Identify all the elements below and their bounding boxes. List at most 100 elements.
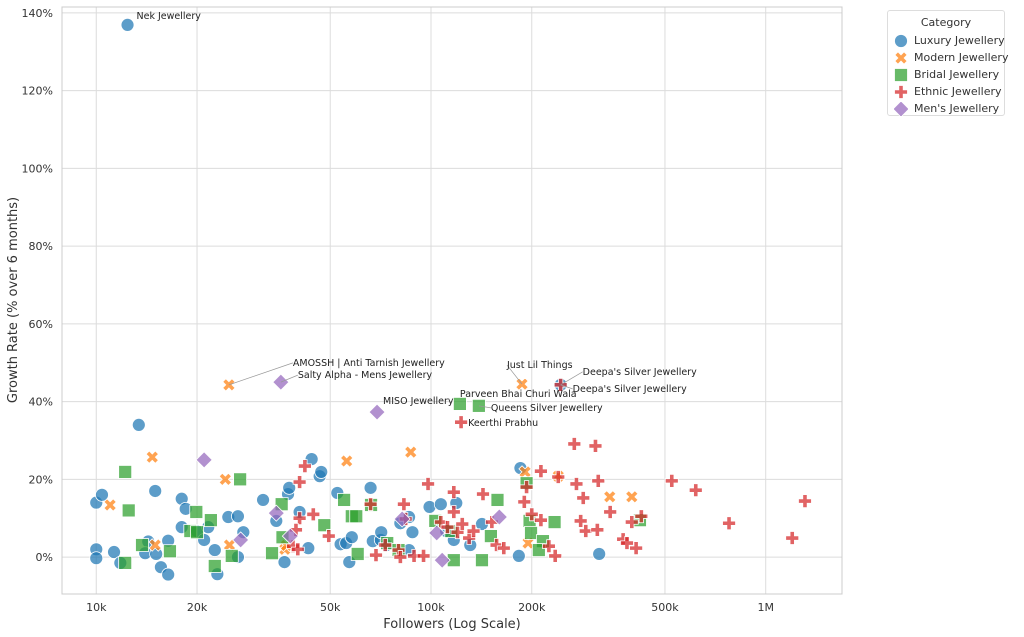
- data-point: [496, 541, 511, 556]
- annotation-label: Queens Silver Jewellery: [491, 403, 603, 414]
- data-point: [785, 531, 800, 545]
- data-point: [232, 531, 250, 549]
- x-tick-label: 20k: [187, 601, 208, 614]
- annotation-leader: [506, 364, 523, 385]
- annotation-label: Nek Jewellery: [137, 11, 202, 22]
- legend-item: Modern Jewellery: [894, 49, 1008, 66]
- data-point: [433, 497, 448, 512]
- data-point: [189, 505, 204, 519]
- data-point: [349, 509, 364, 524]
- data-point: [541, 539, 556, 554]
- data-point: [233, 472, 248, 487]
- legend-label: Luxury Jewellery: [914, 34, 1005, 47]
- data-point-shape: [145, 450, 159, 464]
- data-point: [629, 541, 644, 556]
- circle-marker-icon: [894, 33, 908, 48]
- data-point: [272, 373, 290, 391]
- data-point: [590, 522, 605, 537]
- legend-item: Bridal Jewellery: [894, 66, 1000, 83]
- data-point-shape: [404, 445, 418, 459]
- data-point: [569, 477, 584, 491]
- data-point: [107, 545, 121, 559]
- annotation-leader: [228, 362, 293, 386]
- x-tick-label: 10k: [86, 601, 107, 614]
- data-point: [397, 497, 411, 512]
- data-point: [290, 542, 305, 557]
- data-point: [207, 543, 222, 557]
- data-point: [339, 454, 354, 468]
- data-point: [306, 507, 321, 522]
- data-point: [163, 544, 177, 559]
- x-tick-label: 50k: [320, 601, 341, 614]
- data-points: [89, 17, 812, 582]
- data-point: [195, 451, 213, 469]
- data-point: [517, 494, 532, 509]
- data-point: [317, 518, 332, 533]
- data-point: [89, 551, 104, 566]
- data-point-shape: [148, 538, 162, 552]
- data-point: [131, 417, 146, 432]
- annotation-label: Deepa's Silver Jewellery: [583, 367, 697, 378]
- data-point: [519, 480, 534, 494]
- data-point: [588, 438, 603, 453]
- data-point: [576, 491, 591, 505]
- legend: Category Luxury Jewellery Modern Jeweller…: [887, 10, 1008, 116]
- x-tick-label: 500k: [651, 601, 679, 614]
- data-point: [265, 546, 279, 561]
- data-point: [433, 551, 451, 569]
- axis-ticks: 10k 20k 50k 100k 200k 500k 1M 0% 20% 40% 60% 80% 100…: [22, 7, 774, 614]
- data-point: [368, 403, 386, 421]
- data-point: [466, 524, 481, 538]
- data-point: [446, 505, 461, 519]
- y-axis-label: Growth Rate (% over 6 months): [6, 197, 21, 403]
- x-marker-icon: [894, 50, 908, 65]
- data-point-shape: [218, 472, 233, 487]
- data-point: [120, 17, 135, 32]
- plot-frame: [61, 6, 843, 595]
- data-point: [292, 511, 307, 526]
- data-point: [292, 475, 307, 489]
- data-point: [490, 493, 505, 507]
- data-point: [95, 487, 109, 502]
- data-point-shape: [625, 490, 639, 504]
- legend-marker: [894, 67, 908, 82]
- legend-marker: [894, 33, 908, 48]
- annotation-label: AMOSSH | Anti Tarnish Jewellery: [293, 358, 445, 369]
- x-tick-label: 200k: [518, 601, 546, 614]
- legend-label: Bridal Jewellery: [914, 68, 1000, 81]
- annotation-leader: [560, 371, 583, 386]
- data-point: [103, 498, 117, 512]
- y-tick-label: 0%: [36, 551, 53, 564]
- data-point: [190, 525, 204, 540]
- data-point: [664, 473, 679, 488]
- legend-item: Ethnic Jewellery: [894, 83, 1002, 100]
- data-point: [344, 530, 359, 545]
- square-marker-icon: [894, 67, 908, 82]
- legend-marker: [894, 84, 908, 99]
- y-tick-label: 120%: [22, 85, 53, 98]
- data-point: [118, 465, 133, 479]
- legend-item: Luxury Jewellery: [894, 32, 1005, 49]
- annotation-label: Keerthi Prabhu: [468, 418, 538, 429]
- data-point: [547, 515, 562, 529]
- data-point: [553, 377, 568, 392]
- data-point: [591, 473, 606, 488]
- data-point: [475, 553, 489, 568]
- data-point: [267, 504, 285, 522]
- data-point: [446, 485, 461, 500]
- data-point: [321, 529, 336, 543]
- data-point: [551, 470, 566, 484]
- data-point: [421, 477, 435, 491]
- data-point: [440, 520, 455, 535]
- data-point: [350, 547, 365, 561]
- data-point: [428, 524, 446, 542]
- annotation-label: MISO Jewellery: [383, 396, 454, 407]
- data-point: [453, 397, 467, 411]
- data-point: [624, 515, 639, 529]
- y-tick-label: 80%: [29, 240, 53, 253]
- series-ethnic-jewellery: [286, 377, 812, 564]
- data-point: [393, 550, 408, 564]
- data-point-shape: [103, 498, 117, 512]
- data-point: [286, 539, 300, 554]
